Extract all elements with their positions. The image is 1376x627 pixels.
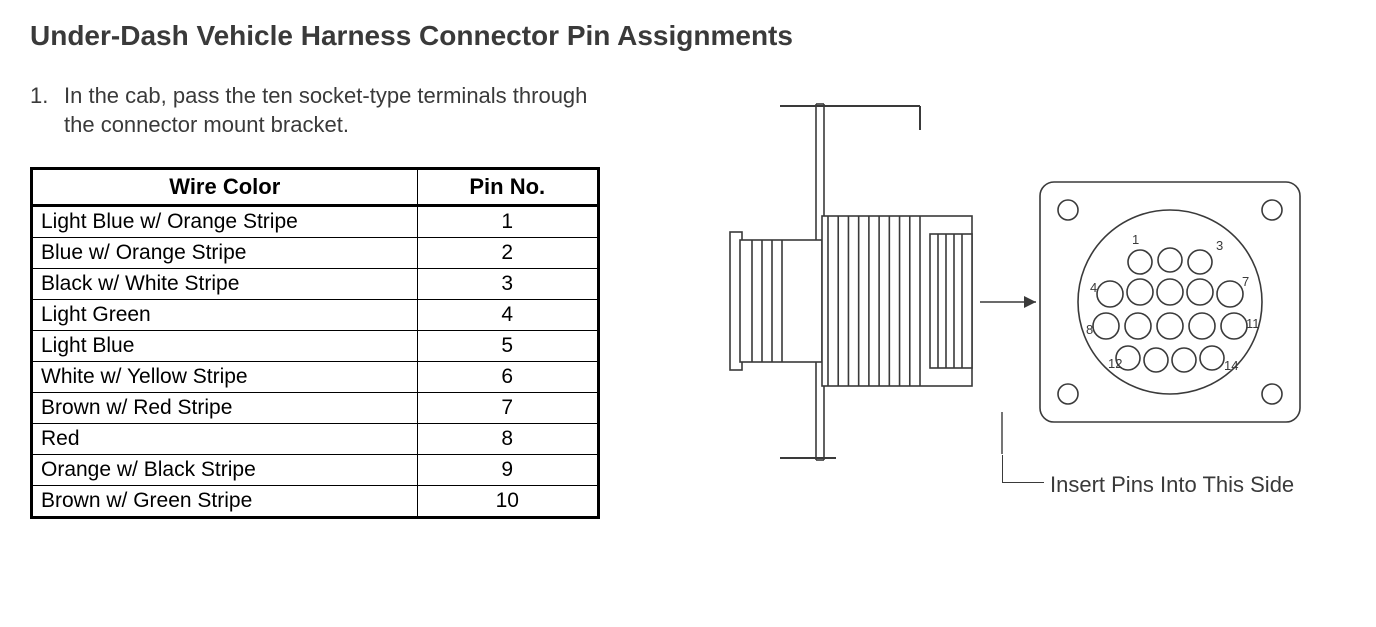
table-row: Light Blue w/ Orange Stripe1 <box>32 206 599 238</box>
pin-assignment-table: Wire Color Pin No. Light Blue w/ Orange … <box>30 167 600 519</box>
instruction-number: 1. <box>30 82 64 139</box>
cell-pin-no: 8 <box>417 424 598 455</box>
callout-leader-line <box>1002 455 1044 483</box>
cell-wire-color: Brown w/ Red Stripe <box>32 393 418 424</box>
table-row: Blue w/ Orange Stripe2 <box>32 238 599 269</box>
cell-pin-no: 4 <box>417 300 598 331</box>
cell-wire-color: Orange w/ Black Stripe <box>32 455 418 486</box>
header-wire-color: Wire Color <box>32 169 418 206</box>
svg-text:12: 12 <box>1108 356 1122 371</box>
cell-pin-no: 2 <box>417 238 598 269</box>
cell-wire-color: Brown w/ Green Stripe <box>32 486 418 518</box>
cell-wire-color: Light Blue <box>32 331 418 362</box>
svg-text:1: 1 <box>1132 232 1139 247</box>
content-row: 1. In the cab, pass the ten socket-type … <box>30 82 1346 519</box>
svg-text:7: 7 <box>1242 274 1249 289</box>
svg-text:8: 8 <box>1086 322 1093 337</box>
cell-wire-color: White w/ Yellow Stripe <box>32 362 418 393</box>
table-row: White w/ Yellow Stripe6 <box>32 362 599 393</box>
table-row: Red8 <box>32 424 599 455</box>
header-pin-no: Pin No. <box>417 169 598 206</box>
page-heading: Under-Dash Vehicle Harness Connector Pin… <box>30 20 1346 52</box>
connector-diagram: 1 3 4 7 8 11 12 14 Insert Pins Into This Side <box>680 82 1320 502</box>
svg-text:3: 3 <box>1216 238 1223 253</box>
cell-wire-color: Blue w/ Orange Stripe <box>32 238 418 269</box>
cell-pin-no: 10 <box>417 486 598 518</box>
table-row: Light Green4 <box>32 300 599 331</box>
cell-pin-no: 3 <box>417 269 598 300</box>
cell-wire-color: Light Blue w/ Orange Stripe <box>32 206 418 238</box>
table-header-row: Wire Color Pin No. <box>32 169 599 206</box>
connector-diagram-svg: 1 3 4 7 8 11 12 14 <box>680 82 1320 502</box>
cell-pin-no: 6 <box>417 362 598 393</box>
right-column: 1 3 4 7 8 11 12 14 Insert Pins Into This Side <box>680 82 1320 502</box>
instruction-text: In the cab, pass the ten socket-type ter… <box>64 82 620 139</box>
cell-pin-no: 9 <box>417 455 598 486</box>
table-row: Brown w/ Green Stripe10 <box>32 486 599 518</box>
cell-pin-no: 1 <box>417 206 598 238</box>
cell-wire-color: Light Green <box>32 300 418 331</box>
svg-text:11: 11 <box>1246 316 1260 331</box>
instruction-step: 1. In the cab, pass the ten socket-type … <box>30 82 620 139</box>
table-row: Light Blue5 <box>32 331 599 362</box>
cell-pin-no: 5 <box>417 331 598 362</box>
svg-text:14: 14 <box>1224 358 1238 373</box>
svg-text:4: 4 <box>1090 280 1097 295</box>
cell-wire-color: Red <box>32 424 418 455</box>
table-row: Orange w/ Black Stripe9 <box>32 455 599 486</box>
callout-text: Insert Pins Into This Side <box>1050 472 1294 498</box>
table-row: Black w/ White Stripe3 <box>32 269 599 300</box>
left-column: 1. In the cab, pass the ten socket-type … <box>30 82 620 519</box>
cell-pin-no: 7 <box>417 393 598 424</box>
table-row: Brown w/ Red Stripe7 <box>32 393 599 424</box>
cell-wire-color: Black w/ White Stripe <box>32 269 418 300</box>
